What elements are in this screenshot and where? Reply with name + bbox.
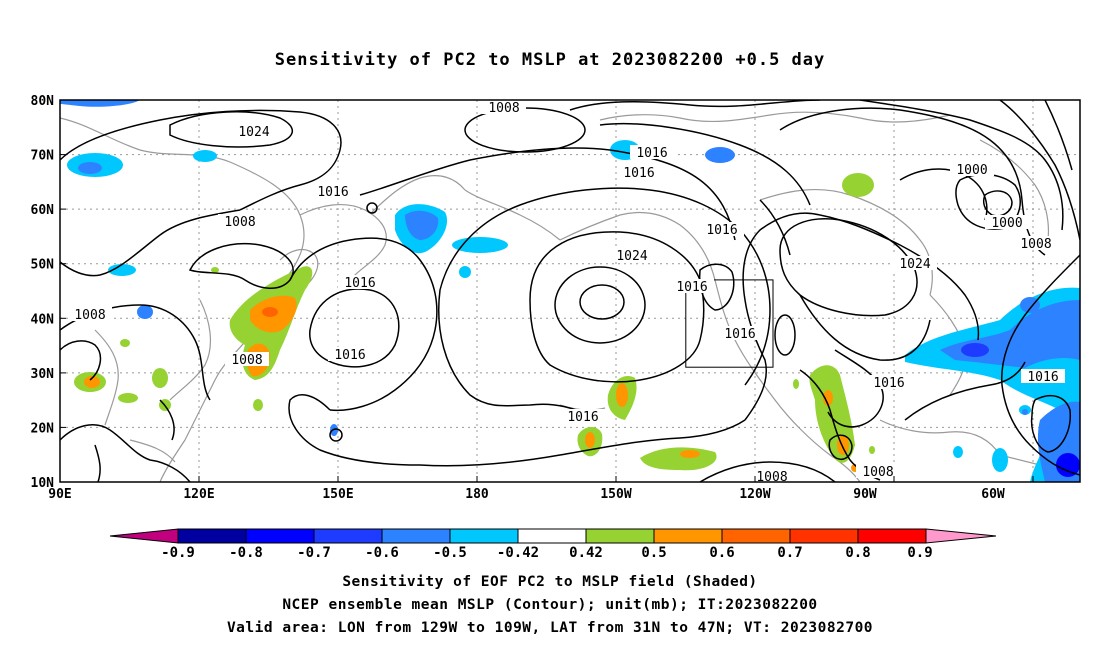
contour-label: 1016 xyxy=(724,327,755,342)
map-title: Sensitivity of PC2 to MSLP at 2023082200… xyxy=(274,50,826,70)
contour-label: 1008 xyxy=(1020,237,1051,252)
contour-label: 1016 xyxy=(636,146,667,161)
lon-label: 60W xyxy=(981,487,1005,502)
valid-area-box xyxy=(685,279,774,368)
colorbar-tick-label: -0.9 xyxy=(161,545,195,561)
colorbar-box xyxy=(857,528,927,544)
contour-label: 1024 xyxy=(616,249,647,264)
contour-label: 1016 xyxy=(317,185,348,200)
lon-label: 90E xyxy=(48,487,71,502)
lat-label: 20N xyxy=(31,421,55,436)
contour-label: 1016 xyxy=(623,166,654,181)
colorbar-tick-label: -0.6 xyxy=(365,545,399,561)
colorbar-tick-label: 0.8 xyxy=(845,545,870,561)
colorbar-tick-label: 0.9 xyxy=(907,545,932,561)
lon-label: 180 xyxy=(465,487,489,502)
contour-label: 1024 xyxy=(899,257,930,272)
contour-label: 1008 xyxy=(488,101,519,116)
colorbar-box xyxy=(721,528,791,544)
colorbar-tick-label: 0.5 xyxy=(641,545,666,561)
lat-label: 80N xyxy=(31,94,55,109)
colorbar-box xyxy=(653,528,723,544)
colorbar-box xyxy=(449,528,519,544)
contour-label: 1008 xyxy=(862,465,893,480)
contour-label: 1024 xyxy=(238,125,269,140)
contour-label: 1016 xyxy=(676,280,707,295)
colorbar-extend-high xyxy=(925,528,997,544)
lon-label: 120W xyxy=(739,487,770,502)
colorbar-box xyxy=(517,528,587,544)
axis-ticks xyxy=(60,99,1034,482)
colorbar xyxy=(109,528,997,544)
contour-label: 1008 xyxy=(74,308,105,323)
colorbar-tick-label: -0.8 xyxy=(229,545,263,561)
colorbar-box xyxy=(245,528,315,544)
colorbar-box xyxy=(313,528,383,544)
lon-label: 90W xyxy=(853,487,877,502)
lon-label: 120E xyxy=(183,487,214,502)
longitude-labels: 90E 120E 150E 180 150W 120W 90W 60W xyxy=(48,487,1005,502)
gridlines xyxy=(60,100,1080,482)
caption-contour: NCEP ensemble mean MSLP (Contour); unit(… xyxy=(282,597,818,613)
contour-label: 1016 xyxy=(1027,370,1058,385)
plot-frame xyxy=(59,99,1081,483)
lat-label: 60N xyxy=(31,203,55,218)
contour-label: 1008 xyxy=(224,215,255,230)
colorbar-tick-label: -0.7 xyxy=(297,545,331,561)
contour-label: 1016 xyxy=(567,410,598,425)
contour-label: 1008 xyxy=(231,353,262,368)
colorbar-tick-label: -0.42 xyxy=(497,545,539,561)
contour-label: 1016 xyxy=(344,276,375,291)
colorbar-box xyxy=(381,528,451,544)
caption-shaded: Sensitivity of EOF PC2 to MSLP field (Sh… xyxy=(342,574,758,590)
lon-label: 150E xyxy=(322,487,353,502)
colorbar-box xyxy=(789,528,859,544)
colorbar-extend-low xyxy=(109,528,179,544)
lat-label: 70N xyxy=(31,149,55,164)
lon-label: 150W xyxy=(600,487,631,502)
caption-valid-area: Valid area: LON from 129W to 109W, LAT f… xyxy=(226,620,874,636)
lat-label: 10N xyxy=(31,476,55,491)
latitude-labels: 80N 70N 60N 50N 40N 30N 20N 10N xyxy=(31,94,55,491)
contour-labels: 1008 1024 1016 1016 1016 1008 1016 1024 … xyxy=(68,100,1065,485)
colorbar-tick-label: 0.7 xyxy=(777,545,802,561)
contour-label: 1016 xyxy=(706,223,737,238)
lat-label: 40N xyxy=(31,312,55,327)
coastlines xyxy=(60,111,1080,482)
colorbar-tick-label: 0.6 xyxy=(709,545,734,561)
contour-label: 1016 xyxy=(873,376,904,391)
colorbar-tick-label: 0.42 xyxy=(569,545,603,561)
colorbar-box xyxy=(177,528,247,544)
lat-label: 30N xyxy=(31,367,55,382)
lat-label: 50N xyxy=(31,258,55,273)
contour-label: 1000 xyxy=(956,163,987,178)
contour-label: 1016 xyxy=(334,348,365,363)
shaded-sensitivity xyxy=(60,100,1080,482)
colorbar-labels: -0.9 -0.8 -0.7 -0.6 -0.5 -0.42 0.42 0.5 … xyxy=(161,545,933,561)
colorbar-tick-label: -0.5 xyxy=(433,545,467,561)
colorbar-box xyxy=(585,528,655,544)
contour-label: 1000 xyxy=(991,216,1022,231)
